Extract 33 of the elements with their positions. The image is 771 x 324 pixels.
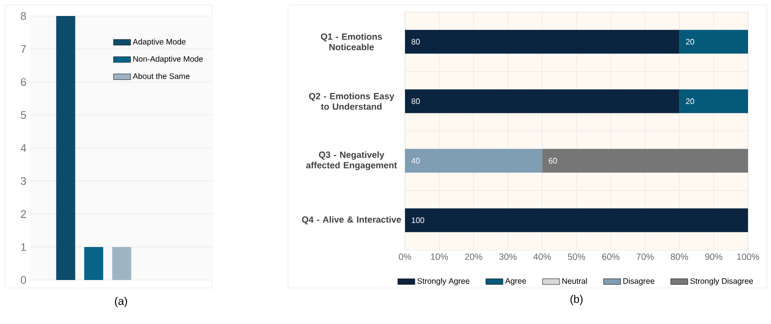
y-tick-label: 8	[20, 12, 26, 20]
bar	[405, 30, 680, 54]
bar	[679, 30, 748, 54]
x-tick-label: 100%	[737, 254, 760, 260]
x-tick-label: 10%	[431, 254, 448, 260]
y-tick-label: 3	[20, 177, 26, 185]
text: (a)	[114, 296, 128, 308]
y-tick-label: 5	[20, 111, 26, 119]
y-tick-label: 0	[20, 276, 26, 284]
x-tick-label: 20%	[465, 254, 482, 260]
y-tick-label: Q3 - Negatively affected Engagement	[306, 151, 397, 170]
x-tick-label: 0%	[398, 254, 412, 260]
x-tick-label: 60%	[602, 254, 620, 260]
bar	[405, 208, 748, 232]
x-tick-label: 90%	[705, 254, 722, 260]
y-tick-label: 7	[20, 45, 26, 53]
bar	[542, 148, 748, 173]
bar	[405, 89, 680, 114]
y-tick-label: Q2 - Emotions Easy to Understand	[309, 92, 394, 110]
y-tick-label: 4	[20, 144, 26, 152]
x-tick-label: 80%	[670, 254, 688, 260]
bar	[679, 89, 748, 114]
x-tick-label: 40%	[533, 254, 551, 260]
x-tick-label: 70%	[636, 254, 654, 260]
y-tick-label: 2	[20, 210, 26, 218]
y-tick-label: Q4 - Alive & Interactive	[302, 216, 402, 224]
x-tick-label: 50%	[568, 254, 586, 260]
text: (b)	[570, 294, 583, 306]
y-tick-label: 6	[20, 78, 26, 86]
bar	[405, 148, 542, 173]
y-tick-label: Q1 - Emotions Noticeable	[320, 33, 382, 50]
x-tick-label: 30%	[499, 254, 517, 260]
y-tick-label: 1	[21, 243, 26, 251]
